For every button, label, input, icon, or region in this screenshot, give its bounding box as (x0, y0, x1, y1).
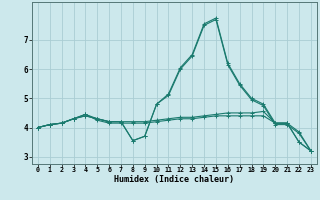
X-axis label: Humidex (Indice chaleur): Humidex (Indice chaleur) (115, 175, 234, 184)
